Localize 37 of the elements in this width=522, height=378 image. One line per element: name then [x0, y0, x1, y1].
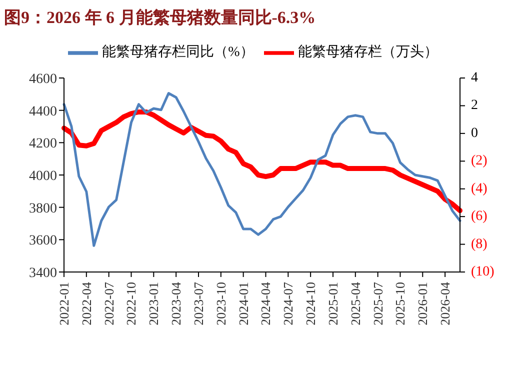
y-tick-label: 3600 — [29, 234, 57, 249]
y2-tick-label: (6) — [471, 209, 488, 224]
legend-label: 能繁母猪存栏同比（%） — [102, 45, 254, 60]
y2-tick-label: 0 — [471, 126, 478, 141]
y-tick-label: 4200 — [29, 136, 57, 152]
x-tick-label: 2023-04 — [168, 282, 184, 326]
x-tick-label: 2023-01 — [146, 282, 162, 326]
y2-tick-label: 2 — [471, 98, 478, 114]
x-tick-label: 2026-04 — [438, 282, 453, 326]
y2-tick-label: 4 — [471, 70, 478, 86]
y2-tick-label: (10) — [471, 264, 495, 280]
x-tick-label: 2023-07 — [190, 282, 206, 326]
x-tick-label: 2024-10 — [303, 282, 318, 326]
x-tick-label: 2022-07 — [101, 282, 116, 326]
y-tick-label: 4000 — [29, 168, 57, 184]
x-tick-label: 2024-01 — [236, 282, 251, 326]
line-series — [62, 92, 462, 247]
legend-label: 能繁母猪存栏（万头） — [298, 45, 438, 60]
x-tick-label: 2022-10 — [124, 282, 139, 326]
x-tick-label: 2022-01 — [56, 282, 72, 326]
x-tick-label: 2024-04 — [258, 282, 274, 326]
y-tick-label: 3400 — [29, 266, 57, 281]
x-tick-label: 2025-04 — [348, 282, 363, 326]
x-tick-label: 2025-07 — [370, 282, 386, 326]
x-tick-label: 2024-07 — [280, 282, 296, 326]
y2-tick-label: (4) — [471, 181, 488, 196]
x-tick-label: 2025-01 — [325, 282, 340, 326]
x-tick-label: 2023-10 — [213, 282, 228, 326]
y-tick-label: 4600 — [29, 72, 57, 87]
x-tick-label: 2026-01 — [415, 282, 430, 326]
y-tick-label: 4400 — [29, 104, 57, 120]
x-tick-label: 2022-04 — [78, 282, 94, 326]
y2-tick-label: (2) — [471, 154, 488, 169]
x-tick-label: 2025-10 — [392, 282, 408, 326]
y2-tick-label: (8) — [471, 236, 488, 252]
chart-title: 图9：2026 年 6 月能繁母猪数量同比-6.3% — [3, 7, 317, 29]
y-tick-label: 3800 — [29, 201, 57, 216]
